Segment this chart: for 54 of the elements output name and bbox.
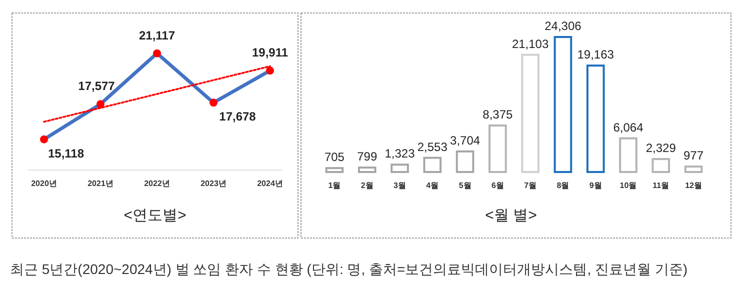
x-tick-label: 6월	[491, 181, 504, 190]
bar	[521, 54, 540, 173]
data-label: 2,329	[646, 141, 676, 156]
bar	[456, 150, 474, 173]
x-tick-label: 4월	[426, 181, 439, 190]
x-tick-label: 2021년	[88, 179, 114, 188]
data-label: 19,163	[577, 48, 614, 62]
bar	[652, 158, 670, 173]
bar	[619, 137, 638, 173]
data-label: 705	[324, 150, 345, 164]
data-label: 17,678	[219, 110, 256, 124]
data-label: 1,323	[384, 146, 416, 161]
data-label: 799	[357, 150, 378, 164]
bar	[325, 167, 344, 173]
bar	[423, 156, 442, 173]
point	[266, 66, 274, 75]
data-label: 3,704	[450, 133, 480, 148]
bar	[358, 166, 376, 173]
data-label: 2,553	[417, 140, 448, 154]
point	[210, 98, 218, 107]
bar	[586, 64, 605, 173]
data-label: 19,911	[252, 46, 288, 60]
text: 최근 5년간(2020~2024년) 벌 쏘임 환자 수 현황 (단위: 명, 출처=보건의료빅데이터개방시스템, 진료년월 기준)	[10, 261, 688, 277]
x-tick-label: 2020년	[31, 179, 57, 188]
x-tick-label: 9월	[589, 181, 602, 190]
point	[153, 49, 161, 58]
x-tick-label: 11월	[652, 181, 670, 190]
x-tick-label: 5월	[458, 181, 472, 190]
x-tick-label: 1월	[328, 181, 341, 190]
x-tick-label: 7월	[524, 181, 537, 190]
data-label: 8,375	[482, 107, 514, 122]
bar	[684, 166, 703, 173]
x-tick-label: 2023년	[200, 179, 226, 188]
x-tick-label: 2022년	[144, 179, 170, 188]
data-label: 15,118	[48, 146, 84, 160]
x-axis-title: <월 별>	[485, 207, 538, 224]
x-tick-label: 3월	[394, 181, 406, 190]
data-label: 6,064	[613, 120, 644, 134]
x-tick-label: 10월	[620, 181, 637, 190]
x-tick-label: 8월	[556, 181, 570, 190]
bar	[390, 164, 409, 173]
data-label: 21,103	[512, 36, 549, 51]
point	[40, 135, 48, 144]
bar	[488, 124, 507, 173]
data-label: 21,117	[138, 28, 176, 42]
point	[96, 100, 104, 108]
data-label: 24,306	[544, 19, 582, 33]
x-tick-label: 2월	[360, 181, 374, 190]
x-tick-label: 2024년	[257, 179, 283, 188]
x-axis-title: <연도별>	[124, 207, 186, 224]
bar	[554, 36, 572, 173]
x-tick-label: 12월	[685, 181, 702, 190]
data-label: 977	[684, 148, 704, 163]
data-label: 17,577	[78, 79, 116, 94]
